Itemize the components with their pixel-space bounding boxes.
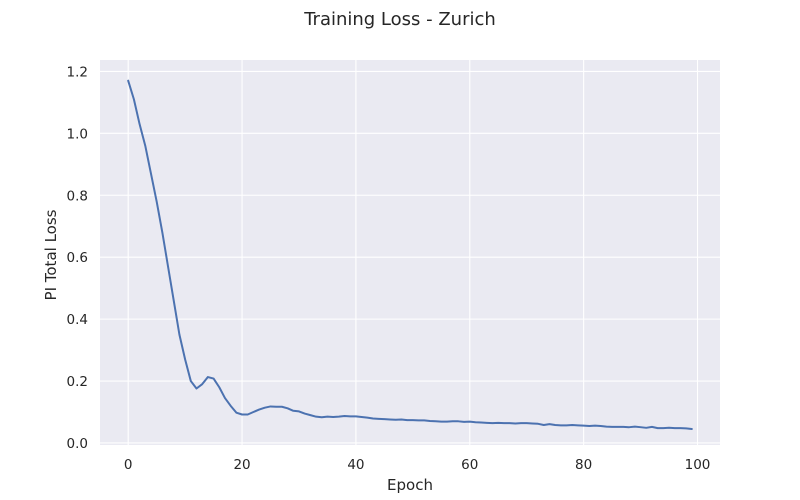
x-axis-label: Epoch bbox=[387, 476, 433, 494]
x-tick-label: 20 bbox=[233, 457, 250, 473]
tick-label-layer: 0 20 40 60 80 100 0.0 0.2 0.4 0.6 0.8 1.0 1.2 bbox=[67, 64, 711, 473]
series-layer bbox=[127, 79, 693, 431]
y-tick-label: 0.8 bbox=[67, 188, 88, 204]
chart-title: Training Loss - Zurich bbox=[303, 9, 496, 30]
x-tick-label: 80 bbox=[575, 457, 592, 473]
x-tick-label: 40 bbox=[347, 457, 364, 473]
x-tick-label: 60 bbox=[461, 457, 478, 473]
plot-area bbox=[100, 60, 720, 445]
y-tick-label: 1.0 bbox=[67, 126, 88, 142]
y-tick-label: 0.0 bbox=[67, 436, 88, 452]
series-line bbox=[127, 79, 693, 431]
y-tick-label: 1.2 bbox=[67, 64, 88, 80]
y-tick-label: 0.6 bbox=[67, 250, 88, 266]
x-tick-label: 0 bbox=[124, 457, 133, 473]
y-axis-label: PI Total Loss bbox=[42, 209, 60, 300]
x-tick-label: 100 bbox=[685, 457, 711, 473]
grid-layer bbox=[100, 60, 720, 445]
y-tick-label: 0.4 bbox=[67, 312, 88, 328]
y-tick-label: 0.2 bbox=[67, 374, 88, 390]
